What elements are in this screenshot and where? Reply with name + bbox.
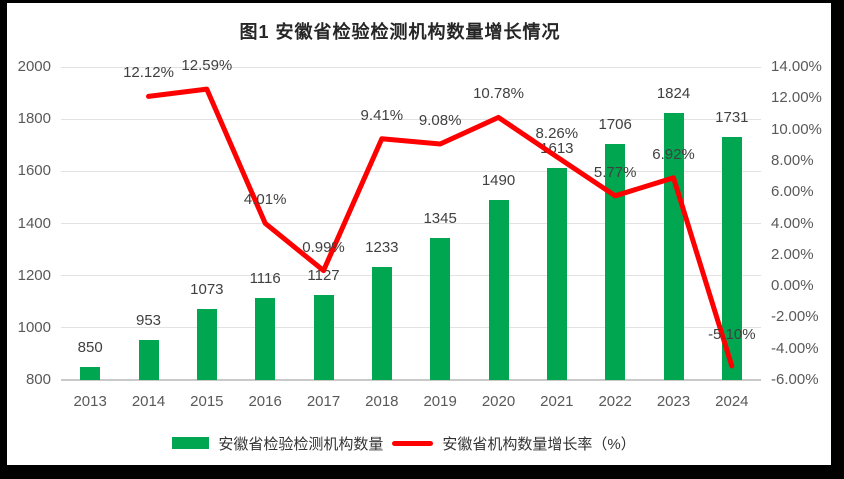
gridline	[61, 118, 761, 120]
bar-2015	[196, 308, 217, 380]
chart-title: 图1 安徽省检验检测机构数量增长情况	[239, 22, 561, 42]
line-label-2014: 12.12%	[123, 64, 174, 82]
legend-bar-label: 安徽省检验检测机构数量	[218, 435, 384, 453]
legend-bar-swatch-icon	[172, 437, 210, 449]
legend-line-swatch-icon	[392, 440, 434, 446]
line-label-2024: -5.10%	[708, 325, 756, 343]
bar-label-2016: 1116	[249, 269, 281, 287]
y-axis-tick-right: 10.00%	[771, 120, 822, 138]
y-axis-tick-right: 6.00%	[771, 183, 814, 201]
bar-label-2018: 1233	[365, 239, 399, 257]
line-label-2017: 0.99%	[302, 238, 345, 256]
x-axis-tick: 2017	[306, 393, 341, 410]
y-axis-tick-left: 1200	[17, 266, 51, 284]
y-axis-tick-right: 12.00%	[771, 89, 822, 107]
bar-2024	[721, 137, 742, 380]
y-axis-tick-right: 14.00%	[771, 58, 822, 75]
y-axis-tick-right: -6.00%	[771, 371, 819, 388]
y-axis-tick-right: 2.00%	[771, 245, 814, 263]
chart-canvas: 图1 安徽省检验检测机构数量增长情况 安徽省检验检测机构数量 安徽省机构数量增长…	[7, 3, 831, 465]
line-label-2016: 4.01%	[243, 191, 287, 209]
y-axis-tick-right: 8.00%	[771, 151, 814, 169]
line-label-2015: 12.59%	[181, 57, 233, 75]
line-label-2021: 8.26%	[535, 124, 579, 142]
x-axis-tick: 2018	[365, 393, 399, 410]
bar-label-2024: 1731	[715, 109, 749, 127]
x-axis-tick: 2016	[248, 393, 282, 410]
bar-2018	[371, 267, 392, 380]
gridline	[61, 66, 761, 68]
bar-label-2023: 1824	[656, 84, 691, 102]
bar-2014	[138, 340, 159, 380]
bar-label-2022: 1706	[598, 115, 632, 133]
bar-2013	[80, 366, 101, 380]
y-axis-tick-left: 1400	[17, 214, 51, 232]
chart-legend: 安徽省检验检测机构数量 安徽省机构数量增长率（%）	[7, 434, 801, 453]
y-axis-tick-right: -4.00%	[771, 339, 819, 357]
y-axis-tick-left: 2000	[17, 58, 51, 75]
x-axis-tick: 2023	[656, 393, 691, 410]
bar-2017	[313, 294, 334, 380]
legend-line-label: 安徽省机构数量增长率（%）	[442, 435, 636, 453]
y-axis-tick-left: 800	[25, 371, 51, 388]
y-axis-tick-left: 1800	[17, 110, 51, 128]
line-label-2019: 9.08%	[418, 111, 462, 129]
x-axis-tick: 2015	[190, 393, 224, 410]
bar-2020	[488, 200, 509, 380]
bar-label-2020: 1490	[481, 172, 516, 190]
bar-label-2013: 850	[77, 338, 103, 356]
bar-label-2021: 1613	[540, 139, 574, 157]
gridline	[61, 327, 761, 329]
x-axis-tick: 2013	[73, 393, 107, 410]
y-axis-tick-right: -2.00%	[771, 308, 819, 326]
x-axis-tick: 2020	[481, 393, 516, 410]
gridline	[61, 170, 761, 172]
x-axis-tick: 2014	[131, 393, 166, 410]
x-axis-tick: 2021	[540, 393, 574, 410]
gridline	[61, 275, 761, 277]
gridline	[61, 223, 761, 224]
bar-2016	[255, 297, 276, 380]
bar-label-2015: 1073	[190, 280, 224, 298]
bar-2021	[546, 167, 567, 380]
y-axis-tick-left: 1600	[17, 162, 51, 180]
y-axis-tick-left: 1000	[17, 318, 51, 336]
bar-2019	[430, 237, 451, 380]
y-axis-tick-right: 4.00%	[771, 214, 814, 232]
x-axis-tick: 2024	[715, 393, 749, 410]
bar-label-2014: 953	[135, 312, 162, 330]
x-axis-tick: 2019	[423, 393, 457, 410]
bar-label-2017: 1127	[307, 266, 340, 284]
line-label-2022: 5.77%	[593, 163, 637, 181]
line-label-2018: 9.41%	[360, 106, 404, 124]
bar-label-2019: 1345	[423, 209, 457, 227]
line-label-2020: 10.78%	[473, 85, 524, 103]
line-label-2023: 6.92%	[652, 145, 695, 163]
y-axis-tick-right: 0.00%	[771, 277, 814, 295]
x-axis-line	[61, 379, 761, 381]
x-axis-tick: 2022	[598, 393, 632, 410]
